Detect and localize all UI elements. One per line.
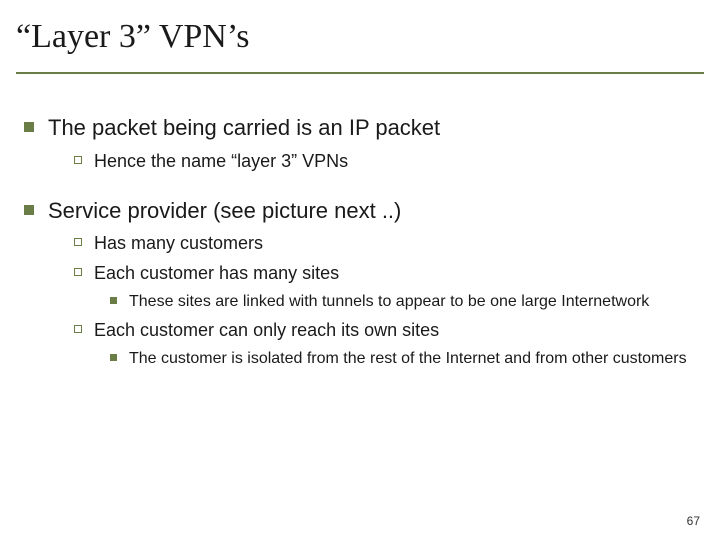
list-item-text: The customer is isolated from the rest o… [129,348,687,370]
sublist: The customer is isolated from the rest o… [110,348,696,370]
list-item-text: Service provider (see picture next ..) [48,197,401,225]
list-item-text: These sites are linked with tunnels to a… [129,291,649,313]
bullet-square-filled-icon [24,122,34,132]
slide-title: “Layer 3” VPN’s [16,18,720,56]
list-item: Service provider (see picture next ..) [24,197,696,225]
list-item-text: Hence the name “layer 3” VPNs [94,150,348,173]
bullet-square-outline-icon [74,156,82,164]
sublist: Has many customers Each customer has man… [74,232,696,369]
list-item-text: Each customer has many sites [94,262,339,285]
list-item-text: Each customer can only reach its own sit… [94,319,439,342]
list-item: The packet being carried is an IP packet [24,114,696,142]
sublist: Hence the name “layer 3” VPNs [74,150,696,173]
list-item-text: The packet being carried is an IP packet [48,114,440,142]
bullet-square-outline-icon [74,268,82,276]
sublist: These sites are linked with tunnels to a… [110,291,696,313]
page-number: 67 [687,514,700,528]
slide-content: The packet being carried is an IP packet… [0,74,720,370]
bullet-square-outline-icon [74,238,82,246]
title-area: “Layer 3” VPN’s [0,0,720,66]
list-item: These sites are linked with tunnels to a… [110,291,696,313]
bullet-square-outline-icon [74,325,82,333]
list-item: Each customer can only reach its own sit… [74,319,696,342]
list-item: Has many customers [74,232,696,255]
bullet-square-filled-icon [110,297,117,304]
list-item: The customer is isolated from the rest o… [110,348,696,370]
list-item: Hence the name “layer 3” VPNs [74,150,696,173]
bullet-square-filled-icon [110,354,117,361]
list-item-text: Has many customers [94,232,263,255]
list-item: Each customer has many sites [74,262,696,285]
bullet-square-filled-icon [24,205,34,215]
